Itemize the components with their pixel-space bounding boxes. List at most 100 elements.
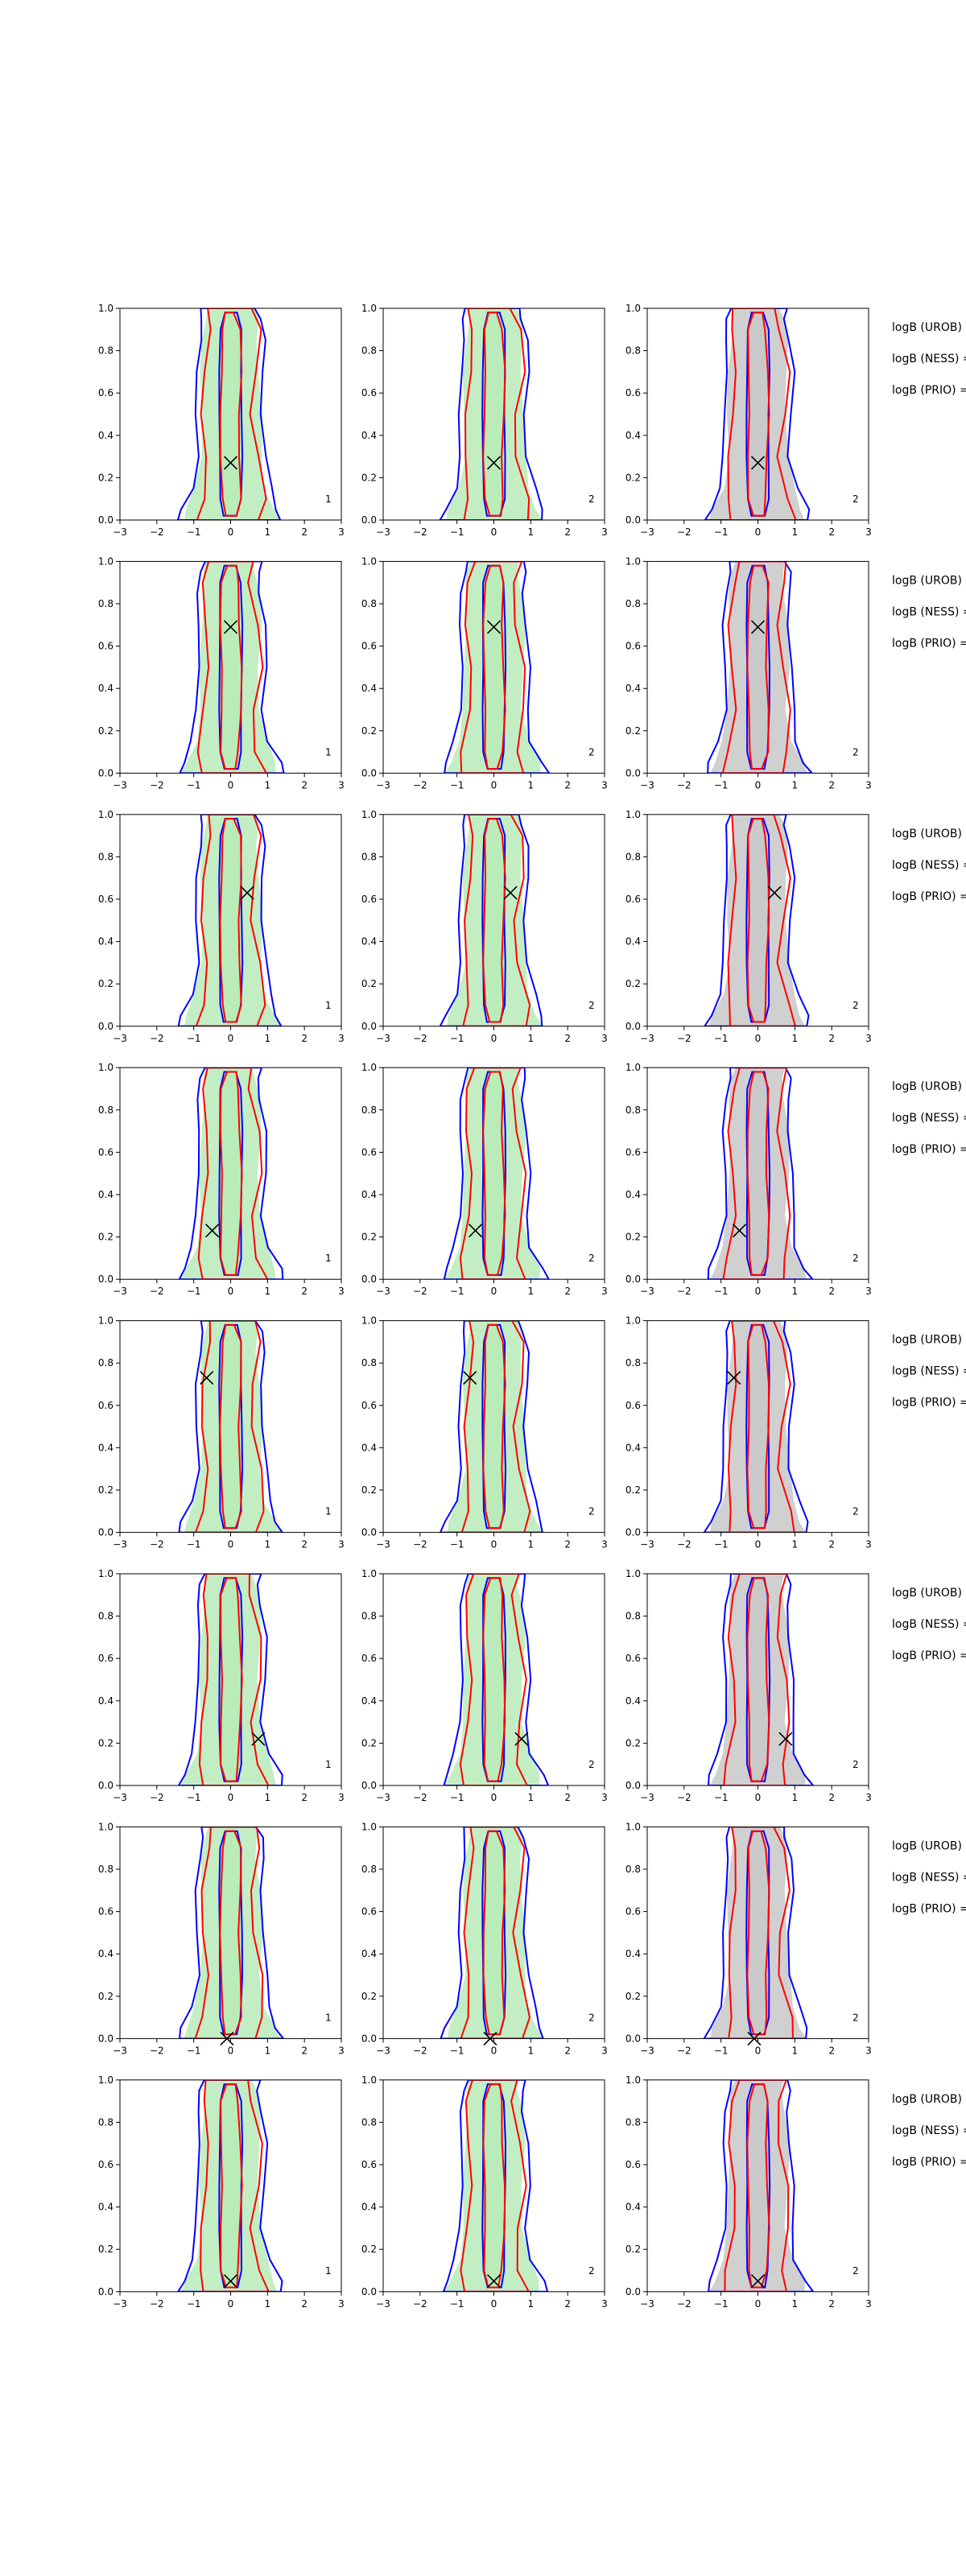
y-tick-label: 0.6	[625, 1146, 641, 1158]
side-label: logB (UROB) =	[892, 574, 966, 587]
side-label: logB (NESS) =	[892, 1618, 966, 1631]
x-tick-label: −3	[113, 779, 127, 791]
y-tick-label: 1.0	[98, 1315, 114, 1327]
x-tick-label: −2	[413, 779, 427, 791]
marker-stroke	[469, 1224, 483, 1238]
x-tick-label: −1	[187, 779, 201, 791]
x-tick-label: 3	[601, 2045, 608, 2056]
x-tick-label: −3	[376, 526, 390, 538]
y-tick-label: 0.0	[98, 1527, 114, 1538]
y-tick-label: 1.0	[361, 1315, 377, 1327]
x-tick-label: 0	[755, 1792, 762, 1803]
y-tick-label: 0.2	[361, 472, 377, 483]
side-label: logB (NESS) =	[892, 1112, 966, 1125]
x-tick-label: 2	[564, 1033, 571, 1044]
x-tick-label: 1	[265, 2298, 271, 2310]
y-tick-label: 0.0	[98, 1780, 114, 1791]
x-tick-label: 1	[528, 779, 535, 791]
side-label: logB (NESS) =	[892, 1365, 966, 1378]
y-tick-label: 0.4	[361, 936, 377, 947]
y-tick-label: 0.0	[625, 2286, 641, 2297]
y-tick-label: 0.6	[625, 894, 641, 905]
y-tick-label: 1.0	[361, 303, 377, 314]
x-tick-label: 3	[601, 1033, 608, 1044]
y-tick-label: 0.4	[361, 1695, 377, 1707]
plot-area	[708, 2079, 815, 2292]
panel-corner-label: 2	[588, 2012, 595, 2023]
marker-stroke	[486, 620, 502, 634]
y-tick-label: 1.0	[625, 555, 641, 567]
plot-area	[442, 2079, 549, 2292]
side-label: logB (UROB) =	[892, 2093, 966, 2106]
plot-area	[440, 1827, 545, 2039]
panel-corner-label: 1	[325, 1253, 332, 1264]
panel-r6-c1: −3 −2 −1 0 1 2 3 0.0 0.2 0.4 0.6 0.8 1.0 1	[98, 1568, 345, 1803]
y-tick-label: 0.8	[625, 1864, 641, 1875]
y-tick-label: 0.0	[625, 514, 641, 526]
plot-area	[179, 561, 285, 774]
blue-contour-outer	[179, 561, 285, 774]
y-tick-label: 0.4	[98, 1948, 114, 1959]
truth-marker	[486, 456, 502, 470]
y-tick-label: 0.2	[361, 1232, 377, 1243]
panel-r4-c1: −3 −2 −1 0 1 2 3 0.0 0.2 0.4 0.6 0.8 1.0 1	[98, 1062, 345, 1297]
x-tick-label: 0	[755, 1033, 762, 1044]
x-tick-label: −3	[640, 779, 654, 791]
red-contour-inner	[219, 312, 243, 517]
y-tick-label: 0.4	[361, 1948, 377, 1959]
red-contour-outer	[463, 308, 530, 520]
x-tick-label: 1	[528, 1286, 535, 1297]
plot-area	[179, 1827, 285, 2039]
x-tick-label: 3	[338, 2045, 345, 2056]
side-labels-row-5: logB (UROB) = logB (NESS) = logB (PRIO) =	[892, 1334, 966, 1410]
y-tick-label: 0.4	[361, 683, 377, 694]
y-tick-label: 0.4	[625, 683, 641, 694]
x-tick-label: −2	[413, 1792, 427, 1803]
plot-area	[707, 1574, 815, 1785]
y-tick-label: 0.6	[625, 1653, 641, 1664]
side-label: logB (UROB) =	[892, 1334, 966, 1347]
y-tick-label: 1.0	[98, 303, 114, 314]
y-tick-label: 0.0	[625, 1274, 641, 1285]
x-tick-label: −3	[113, 2045, 127, 2056]
truth-marker	[223, 456, 238, 470]
y-tick-label: 0.0	[625, 1021, 641, 1032]
x-tick-label: −3	[640, 1792, 654, 1803]
marker-stroke	[251, 1732, 266, 1746]
x-tick-label: 3	[338, 526, 345, 538]
density-fill-inner	[219, 1324, 243, 1529]
y-tick-label: 1.0	[361, 1568, 377, 1579]
x-tick-label: −1	[450, 2045, 464, 2056]
side-label: logB (UROB) =	[892, 1587, 966, 1600]
x-tick-label: 1	[265, 1033, 271, 1044]
side-label: logB (PRIO) =	[892, 2156, 966, 2169]
panel-corner-label: 1	[325, 493, 332, 505]
plot-area	[178, 1320, 283, 1533]
side-label: logB (PRIO) =	[892, 637, 966, 650]
x-tick-label: −2	[413, 526, 427, 538]
y-tick-label: 0.8	[98, 851, 114, 862]
x-tick-label: −2	[413, 1539, 427, 1550]
x-tick-label: 1	[792, 2298, 799, 2310]
x-tick-label: 0	[228, 1033, 234, 1044]
x-tick-label: −3	[113, 526, 127, 538]
y-tick-label: 0.2	[625, 1484, 641, 1496]
blue-contour-outer	[707, 1574, 815, 1785]
x-tick-label: 2	[828, 526, 835, 538]
panel-corner-label: 2	[588, 746, 595, 758]
marker-stroke	[767, 886, 782, 900]
red-contour-outer	[723, 1574, 791, 1785]
x-tick-label: 3	[865, 1286, 872, 1297]
side-label: logB (NESS) =	[892, 1871, 966, 1884]
x-tick-label: 3	[601, 1286, 608, 1297]
blue-contour-outer	[443, 1574, 550, 1785]
side-label: logB (PRIO) =	[892, 1143, 966, 1156]
y-tick-label: 0.2	[361, 1991, 377, 2002]
x-tick-label: 2	[828, 779, 835, 791]
y-tick-label: 0.2	[98, 978, 114, 989]
x-tick-label: 2	[301, 2298, 308, 2310]
y-tick-label: 0.4	[98, 430, 114, 441]
x-tick-label: −2	[677, 2298, 691, 2310]
marker-stroke	[463, 1371, 477, 1385]
panel-r2-c1: −3 −2 −1 0 1 2 3 0.0 0.2 0.4 0.6 0.8 1.0 1	[98, 555, 345, 791]
